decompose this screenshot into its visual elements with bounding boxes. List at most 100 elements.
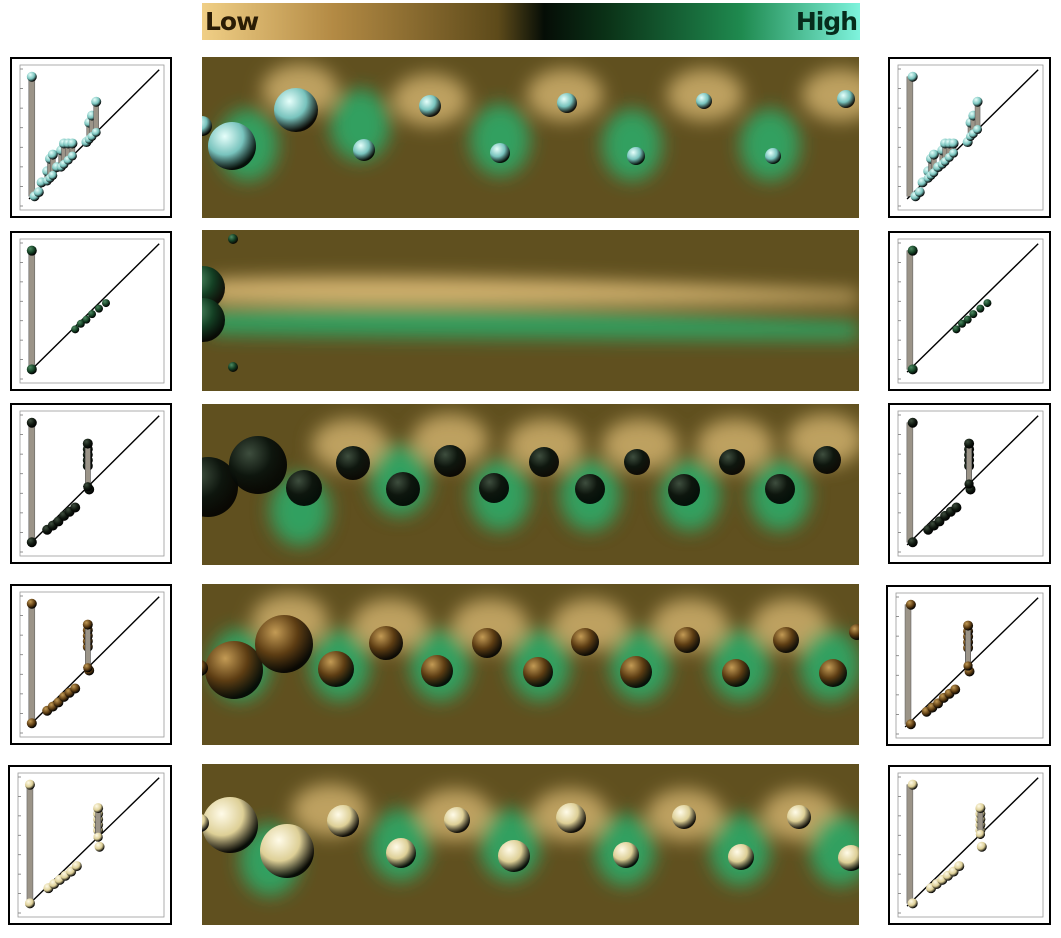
diagonal-plot-svg [897,772,1044,918]
particle-sphere [202,797,258,853]
low-vortex [507,419,583,471]
stem-bar [26,784,34,904]
diagonal-plot-svg [897,238,1044,384]
graph-node [83,663,93,673]
low-vortex [752,599,828,651]
particle-sphere [627,147,645,165]
particle-sphere [434,445,466,477]
diagonal-plot-svg [895,592,1044,739]
right-diagonal-graph-2 [888,231,1051,391]
graph-node [928,149,939,160]
particle-sphere [228,362,238,372]
graph-node [82,619,93,630]
particle-sphere [229,436,287,494]
high-jet-band [210,307,858,340]
graph-node [82,315,91,324]
flow-field-svg [202,57,859,218]
graph-node [95,304,103,313]
graph-node [83,482,93,492]
particle-sphere [838,845,859,871]
graph-node [26,364,37,375]
particle-sphere [571,628,599,656]
stem-bar [906,422,914,543]
stem-bar [966,443,972,485]
graph-node [907,245,918,256]
colorbar-gradient [202,3,860,40]
low-vortex [802,69,859,121]
plot-frame [19,410,165,557]
particle-sphere [773,627,799,653]
high-vortex [740,109,800,181]
plot-frame [19,591,165,738]
particle-sphere [575,474,605,504]
flow-field-panel-3 [202,404,859,565]
flow-field-svg [202,404,859,565]
particle-sphere [672,805,696,829]
graph-node [954,861,965,872]
particle-sphere [202,457,238,517]
high-vortex [470,104,530,176]
plot-frame [897,772,1044,918]
particle-sphere [837,90,855,108]
graph-node [26,598,37,609]
low-vortex [552,599,628,651]
graph-node [973,125,983,135]
flow-field-panel-1 [202,57,859,218]
diagonal-plot-svg [897,410,1044,557]
particle-sphere [327,805,359,837]
flow-field-svg [202,764,859,925]
diagonal-line [28,243,160,373]
left-diagonal-graph-5 [8,765,172,925]
plot-frame [19,64,165,211]
graph-node [88,310,96,319]
graph-node [976,841,987,852]
graph-node [24,779,35,790]
plot-frame [17,772,165,918]
stem-bar [85,443,91,487]
graph-node [948,138,959,149]
particle-sphere [674,627,700,653]
flow-field-panel-2 [202,230,859,391]
graph-node [905,599,916,610]
low-vortex [652,599,728,651]
graph-node [71,325,80,334]
particle-sphere [765,474,795,504]
particle-sphere [318,651,354,687]
particle-sphere [472,628,502,658]
plot-frame [897,238,1044,384]
graph-node [94,841,105,852]
graph-node [70,502,81,513]
low-vortex [602,419,678,471]
graph-node [33,187,44,198]
particle-sphere [202,116,212,136]
particle-sphere [386,838,416,868]
plot-frame [895,592,1044,739]
particle-sphere [620,656,652,688]
particle-sphere [260,824,314,878]
flow-field-svg [202,230,859,391]
graph-node [91,96,102,107]
graph-node [958,319,967,328]
graph-node [972,96,983,107]
left-diagonal-graph-4 [10,584,172,745]
particle-sphere [205,641,263,699]
particle-sphere [529,447,559,477]
particle-sphere [208,122,256,170]
particle-sphere [624,449,650,475]
diagonal-plot-svg [19,410,165,557]
graph-node [907,779,918,790]
diagonal-plot-svg [17,772,165,918]
stem-bar [906,784,914,904]
flow-field-panel-5 [202,764,859,925]
flow-field-panel-4 [202,584,859,745]
high-vortex [330,89,390,161]
particle-sphere [849,624,859,640]
graph-node [907,71,918,82]
graph-node [26,718,37,729]
diagonal-plot-svg [897,64,1044,211]
graph-node [93,803,104,814]
graph-node [951,502,962,513]
graph-node [26,417,37,428]
graph-node [91,127,101,137]
graph-node [102,299,110,308]
